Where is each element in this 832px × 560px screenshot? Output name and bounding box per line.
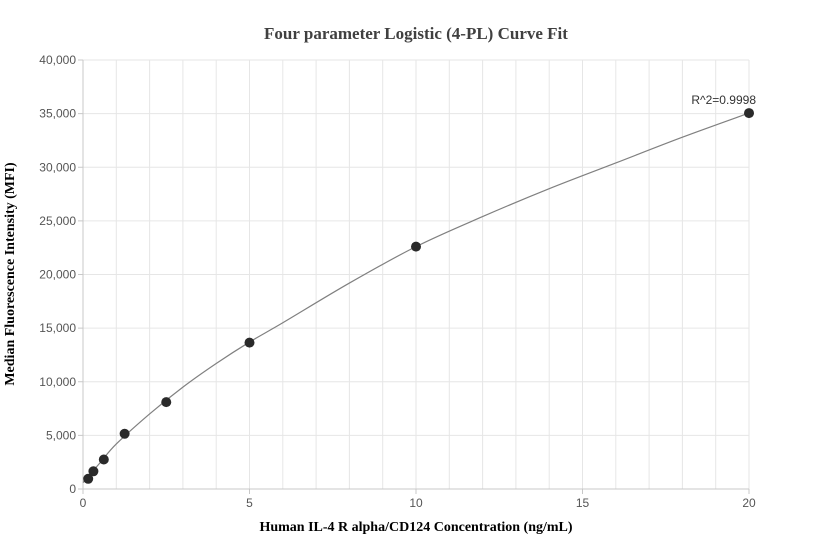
y-tick-label: 0 (69, 482, 76, 496)
y-tick-label: 10,000 (39, 375, 76, 389)
y-tick-label: 40,000 (39, 53, 76, 67)
y-tick-label: 25,000 (39, 214, 76, 228)
x-tick-label: 5 (246, 496, 253, 510)
data-points (83, 108, 754, 484)
data-point (83, 473, 94, 484)
data-point (98, 454, 109, 465)
x-tick-label: 15 (576, 496, 590, 510)
y-tick-label: 15,000 (39, 321, 76, 335)
x-tick-label: 0 (80, 496, 87, 510)
chart-title: Four parameter Logistic (4-PL) Curve Fit (264, 24, 568, 43)
y-axis-ticks: 0 5,000 10,000 15,000 20,000 25,000 30,000 35,0… (39, 53, 83, 496)
x-axis-title: Human IL-4 R alpha/CD124 Concentration (… (259, 520, 572, 535)
x-axis-ticks: 0 5 10 15 20 (80, 489, 756, 510)
data-point (244, 337, 255, 348)
data-point (88, 466, 99, 477)
y-tick-label: 30,000 (39, 160, 76, 174)
data-point (119, 428, 130, 439)
y-axis-title: Median Fluorescence Intensity (MFI) (3, 162, 18, 386)
fit-curve-line (82, 112, 750, 483)
data-point (744, 108, 754, 119)
x-tick-label: 20 (742, 496, 756, 510)
grid-lines (83, 59, 750, 489)
x-tick-label: 10 (409, 496, 423, 510)
y-tick-label: 35,000 (39, 107, 76, 121)
fit-curve-group (82, 112, 750, 483)
y-tick-label: 20,000 (39, 268, 76, 282)
data-point (411, 241, 421, 252)
y-tick-label: 5,000 (46, 428, 76, 442)
data-point (161, 397, 172, 408)
r-squared-annotation: R^2=0.9998 (691, 93, 756, 107)
